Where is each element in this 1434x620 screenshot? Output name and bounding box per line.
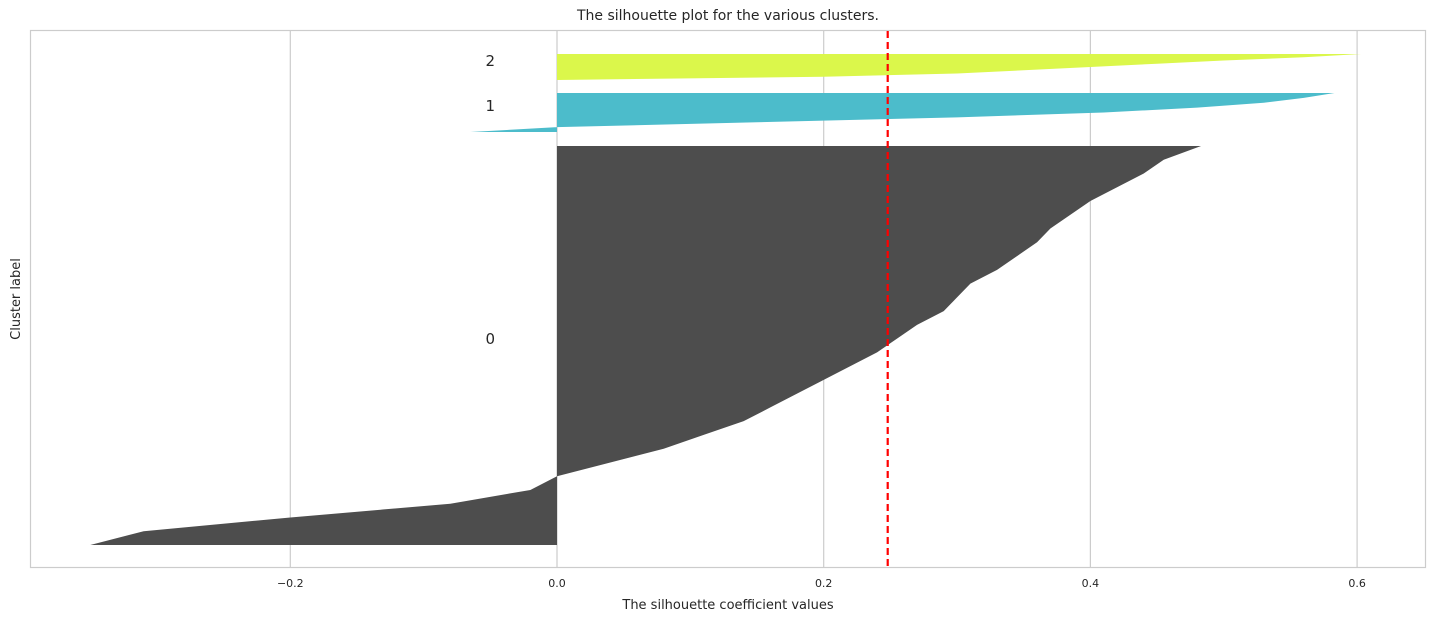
x-tick-label: 0.2 bbox=[815, 577, 833, 590]
cluster-label-2: 2 bbox=[486, 52, 496, 70]
chart-title: The silhouette plot for the various clus… bbox=[576, 8, 879, 24]
y-axis-label: Cluster label bbox=[9, 258, 24, 340]
x-tick-label: 0.0 bbox=[548, 577, 566, 590]
x-tick-label: 0.6 bbox=[1348, 577, 1366, 590]
x-tick-label: 0.4 bbox=[1082, 577, 1100, 590]
x-tick-labels: −0.2 0.0 0.2 0.4 0.6 bbox=[277, 577, 1366, 590]
silhouette-cluster-1 bbox=[470, 93, 1335, 132]
cluster-label-1: 1 bbox=[486, 97, 496, 115]
x-tick-label: −0.2 bbox=[277, 577, 304, 590]
cluster-labels: 0 1 2 bbox=[486, 52, 496, 348]
silhouette-cluster-2 bbox=[557, 54, 1362, 80]
cluster-label-0: 0 bbox=[486, 330, 496, 348]
silhouette-areas bbox=[90, 54, 1362, 545]
x-axis-label: The silhouette coefficient values bbox=[621, 598, 833, 613]
silhouette-cluster-0 bbox=[90, 146, 1202, 545]
